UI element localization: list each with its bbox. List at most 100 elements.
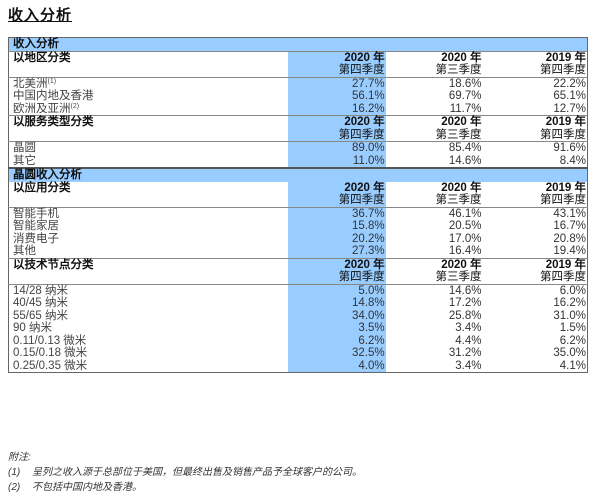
subheader-node-quarter: 第四季度 第三季度 第四季度 bbox=[8, 271, 588, 284]
subheader-region-quarter: 第四季度 第三季度 第四季度 bbox=[8, 64, 588, 77]
footnote-ref: (1) bbox=[47, 77, 57, 85]
footnote-ref: (2) bbox=[70, 102, 80, 110]
table-row: 北美洲(1) 27.7% 18.6% 22.2% bbox=[9, 77, 588, 90]
cell-value: 6.2% bbox=[287, 334, 386, 347]
cell-value: 11.0% bbox=[287, 154, 386, 168]
cell-value: 27.7% bbox=[287, 77, 386, 90]
row-label: 90 纳米 bbox=[13, 322, 52, 334]
table-row: 0.11/0.13 微米 6.2% 4.4% 6.2% bbox=[9, 334, 588, 347]
cell-value: 20.8% bbox=[553, 232, 586, 245]
cell-value: 46.1% bbox=[448, 207, 482, 220]
col-quarter: 第四季度 bbox=[540, 194, 586, 206]
row-label: 55/65 纳米 bbox=[13, 309, 68, 322]
footnote-item: (2) 不包括中国内地及香港。 bbox=[8, 480, 362, 495]
table-row: 90 纳米 3.5% 3.4% 1.5% bbox=[9, 322, 588, 335]
cell-value: 17.0% bbox=[448, 232, 482, 245]
footnotes: 附注: (1) 呈列之收入源于总部位于美国，但最终出售及销售产品予全球客户的公司。… bbox=[8, 450, 362, 495]
cell-value: 17.2% bbox=[448, 297, 482, 309]
cell-value: 4.0% bbox=[287, 359, 386, 373]
col-quarter: 第四季度 bbox=[287, 194, 386, 207]
col-year: 2020 年 bbox=[287, 115, 386, 129]
table-row: 中国内地及香港 56.1% 69.7% 65.1% bbox=[9, 90, 588, 103]
footnote-text: 呈列之收入源于总部位于美国，但最终出售及销售产品予全球客户的公司。 bbox=[32, 467, 362, 478]
cell-value: 18.6% bbox=[448, 77, 482, 90]
cell-value: 43.1% bbox=[553, 207, 586, 220]
cell-value: 16.4% bbox=[448, 245, 482, 257]
cell-value: 6.0% bbox=[559, 284, 586, 297]
subheader-application-quarter: 第四季度 第三季度 第四季度 bbox=[8, 194, 588, 207]
row-label: 中国内地及香港 bbox=[13, 90, 94, 102]
table-row: 0.25/0.35 微米 4.0% 3.4% 4.1% bbox=[9, 359, 588, 373]
cell-value: 3.4% bbox=[455, 359, 482, 372]
col-quarter: 第四季度 bbox=[540, 271, 586, 283]
col-year: 2020 年 bbox=[441, 51, 482, 64]
col-year: 2020 年 bbox=[441, 258, 482, 271]
section-header-wafer: 晶圆收入分析 bbox=[8, 168, 588, 182]
col-quarter: 第三季度 bbox=[435, 128, 482, 141]
cell-value: 8.4% bbox=[559, 154, 586, 167]
cell-value: 16.2% bbox=[287, 102, 386, 116]
col-quarter: 第三季度 bbox=[435, 271, 482, 283]
row-label: 智能家居 bbox=[13, 220, 59, 232]
col-quarter: 第三季度 bbox=[435, 64, 482, 76]
col-quarter: 第四季度 bbox=[287, 64, 386, 77]
cell-value: 14.8% bbox=[287, 297, 386, 310]
cell-value: 11.7% bbox=[449, 102, 482, 115]
col-quarter: 第四季度 bbox=[540, 64, 586, 76]
row-label: 晶圆 bbox=[13, 142, 36, 154]
group-label: 以应用分类 bbox=[13, 181, 71, 194]
cell-value: 4.4% bbox=[455, 334, 482, 347]
row-label: 其它 bbox=[13, 154, 36, 167]
col-year: 2019 年 bbox=[545, 51, 586, 64]
col-quarter: 第三季度 bbox=[435, 194, 482, 206]
cell-value: 65.1% bbox=[553, 90, 586, 102]
table-row: 智能家居 15.8% 20.5% 16.7% bbox=[9, 220, 588, 233]
cell-value: 5.0% bbox=[287, 284, 386, 297]
group-label: 以服务类型分类 bbox=[13, 116, 94, 128]
cell-value: 31.0% bbox=[553, 309, 586, 322]
col-year: 2020 年 bbox=[287, 258, 386, 271]
cell-value: 34.0% bbox=[287, 309, 386, 322]
subheader-service-quarter: 第四季度 第三季度 第四季度 bbox=[8, 128, 588, 142]
section-title: 晶圆收入分析 bbox=[8, 168, 588, 182]
cell-value: 14.6% bbox=[448, 154, 482, 167]
footnote-text: 不包括中国内地及香港。 bbox=[32, 482, 142, 493]
row-label: 欧洲及亚洲(2) bbox=[13, 102, 80, 115]
cell-value: 6.2% bbox=[559, 334, 586, 347]
col-quarter: 第四季度 bbox=[287, 128, 386, 142]
subheader-node-year: 以技术节点分类 2020 年 2020 年 2019 年 bbox=[8, 258, 588, 271]
table-row: 40/45 纳米 14.8% 17.2% 16.2% bbox=[9, 297, 588, 310]
cell-value: 15.8% bbox=[287, 220, 386, 233]
cell-value: 36.7% bbox=[287, 207, 386, 220]
col-year: 2020 年 bbox=[441, 181, 482, 194]
section-header-revenue: 收入分析 bbox=[8, 37, 588, 51]
cell-value: 12.7% bbox=[553, 102, 586, 115]
row-label: 0.11/0.13 微米 bbox=[13, 334, 87, 347]
cell-value: 32.5% bbox=[287, 347, 386, 360]
cell-value: 25.8% bbox=[448, 309, 482, 322]
row-label: 14/28 纳米 bbox=[13, 284, 68, 297]
row-label: 消费电子 bbox=[13, 232, 59, 245]
cell-value: 85.4% bbox=[448, 142, 482, 154]
col-year: 2019 年 bbox=[545, 116, 586, 128]
row-label: 0.25/0.35 微米 bbox=[13, 359, 88, 372]
col-year: 2020 年 bbox=[287, 51, 386, 64]
cell-value: 69.7% bbox=[448, 90, 482, 102]
col-year: 2019 年 bbox=[545, 258, 586, 271]
row-label: 40/45 纳米 bbox=[13, 297, 68, 309]
cell-value: 27.3% bbox=[287, 245, 386, 258]
table-row: 其它 11.0% 14.6% 8.4% bbox=[9, 154, 588, 168]
table-row: 其他 27.3% 16.4% 19.4% bbox=[9, 245, 588, 258]
table-row: 14/28 纳米 5.0% 14.6% 6.0% bbox=[9, 284, 588, 297]
cell-value: 91.6% bbox=[553, 142, 586, 154]
cell-value: 35.0% bbox=[553, 347, 586, 359]
cell-value: 31.2% bbox=[448, 347, 482, 359]
table-row: 55/65 纳米 34.0% 25.8% 31.0% bbox=[9, 309, 588, 322]
row-label: 其他 bbox=[13, 245, 36, 257]
row-label: 北美洲(1) bbox=[13, 77, 57, 90]
col-year: 2019 年 bbox=[545, 181, 586, 194]
revenue-analysis-table: 收入分析 以地区分类 2020 年 2020 年 2019 年 第四季度 第三季… bbox=[8, 37, 588, 373]
section-title: 收入分析 bbox=[8, 37, 588, 51]
page-title: 收入分析 bbox=[8, 7, 73, 24]
col-quarter: 第四季度 bbox=[540, 128, 586, 141]
